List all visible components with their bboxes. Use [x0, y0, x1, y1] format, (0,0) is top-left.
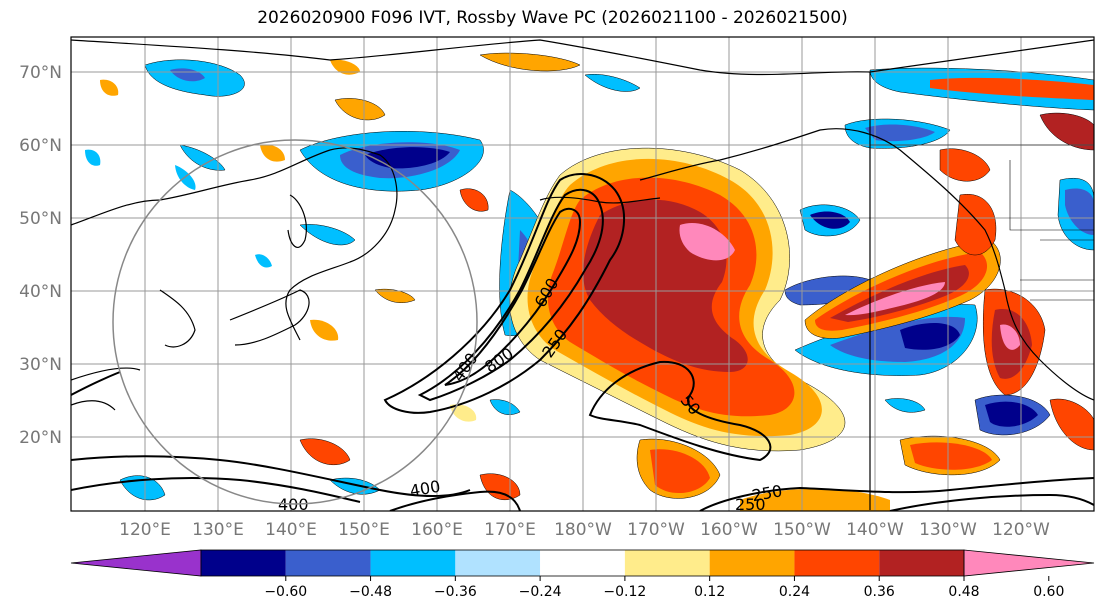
colorbar-segment	[370, 550, 456, 576]
lon-label: 130°E	[192, 520, 244, 540]
colorbar-tick-label: 0.12	[694, 584, 725, 600]
colorbar-tick-label: 0.24	[779, 584, 810, 600]
lon-label: 170°W	[627, 520, 685, 540]
lat-label: 40°N	[19, 282, 62, 302]
lon-label: 130°W	[919, 520, 977, 540]
colorbar-segment	[201, 550, 286, 576]
lon-label: 140°W	[846, 520, 904, 540]
lat-label: 50°N	[19, 209, 62, 229]
colorbar-border	[200, 549, 965, 577]
contour-label: 250	[735, 495, 766, 514]
colorbar-tick-label: −0.36	[434, 584, 477, 600]
lon-label: 140°E	[265, 520, 317, 540]
region-circle	[112, 139, 478, 505]
colorbar-segment	[285, 550, 371, 576]
ivt-contours	[71, 173, 1094, 511]
colorbar-segment	[624, 550, 710, 576]
colorbar-extend-low	[70, 549, 202, 577]
colorbar-tick-label: −0.24	[519, 584, 562, 600]
lat-label: 70°N	[19, 63, 62, 83]
lat-label: 60°N	[19, 136, 62, 156]
lon-label: 120°W	[992, 520, 1050, 540]
latitude-labels: 70°N 60°N 50°N 40°N 30°N 20°N	[19, 63, 62, 448]
colorbar: −0.60 −0.48 −0.36 −0.24 −0.12 0.12 0.24 0.36 0.4…	[70, 549, 1095, 600]
colorbar-tick-label: 0.48	[948, 584, 979, 600]
gridlines	[71, 37, 1094, 511]
lon-label: 180°W	[554, 520, 612, 540]
lon-label: 170°E	[484, 520, 536, 540]
colorbar-tick-label: −0.48	[349, 584, 392, 600]
colorbar-tick-label: 0.60	[1033, 584, 1064, 600]
lon-label: 160°E	[411, 520, 463, 540]
colorbar-tick-label: −0.60	[264, 584, 307, 600]
longitude-labels: 120°E 130°E 140°E 150°E 160°E 170°E 180°…	[119, 520, 1050, 540]
colorbar-segment	[455, 550, 541, 576]
lon-label: 150°W	[773, 520, 831, 540]
colorbar-tick-label: −0.12	[603, 584, 646, 600]
borders	[870, 144, 1094, 301]
lat-label: 20°N	[19, 428, 62, 448]
lon-label: 160°W	[700, 520, 758, 540]
colorbar-tick-label: 0.36	[864, 584, 895, 600]
colorbar-segment	[879, 550, 964, 576]
colorbar-segment	[709, 550, 795, 576]
colorbar-segment	[794, 550, 880, 576]
contour-label: 400	[278, 495, 309, 514]
colorbar-segment	[540, 550, 625, 576]
chart-title: 2026020900 F096 IVT, Rossby Wave PC (202…	[257, 8, 848, 28]
lon-label: 150°E	[338, 520, 390, 540]
lat-label: 30°N	[19, 355, 62, 375]
map-border	[70, 36, 1095, 512]
colorbar-extend-high	[963, 549, 1095, 577]
lon-label: 120°E	[119, 520, 171, 540]
